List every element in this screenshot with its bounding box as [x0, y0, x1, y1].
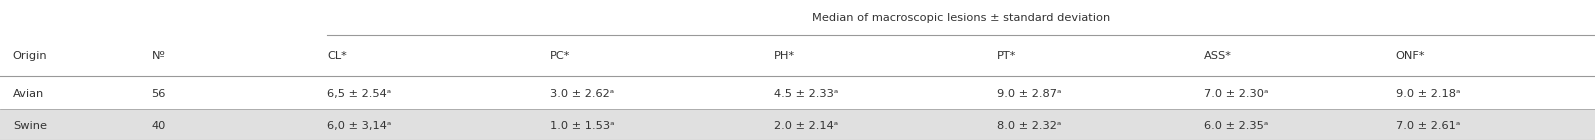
- Text: PT*: PT*: [997, 51, 1016, 61]
- Text: PC*: PC*: [550, 51, 571, 61]
- Text: ASS*: ASS*: [1204, 51, 1231, 61]
- Text: 40: 40: [152, 121, 166, 131]
- Text: Avian: Avian: [13, 89, 45, 99]
- Text: 8.0 ± 2.32ᵃ: 8.0 ± 2.32ᵃ: [997, 121, 1061, 131]
- Text: 3.0 ± 2.62ᵃ: 3.0 ± 2.62ᵃ: [550, 89, 614, 99]
- Text: 56: 56: [152, 89, 166, 99]
- Text: Swine: Swine: [13, 121, 46, 131]
- Text: 6,0 ± 3,14ᵃ: 6,0 ± 3,14ᵃ: [327, 121, 391, 131]
- Text: Nº: Nº: [152, 51, 166, 61]
- Text: 1.0 ± 1.53ᵃ: 1.0 ± 1.53ᵃ: [550, 121, 614, 131]
- Text: 6,5 ± 2.54ᵃ: 6,5 ± 2.54ᵃ: [327, 89, 391, 99]
- Text: 2.0 ± 2.14ᵃ: 2.0 ± 2.14ᵃ: [774, 121, 837, 131]
- Text: 9.0 ± 2.18ᵃ: 9.0 ± 2.18ᵃ: [1396, 89, 1459, 99]
- Text: PH*: PH*: [774, 51, 794, 61]
- Bar: [0, 109, 1595, 140]
- Text: 7.0 ± 2.30ᵃ: 7.0 ± 2.30ᵃ: [1204, 89, 1268, 99]
- Text: CL*: CL*: [327, 51, 346, 61]
- Text: 9.0 ± 2.87ᵃ: 9.0 ± 2.87ᵃ: [997, 89, 1061, 99]
- Text: Median of macroscopic lesions ± standard deviation: Median of macroscopic lesions ± standard…: [812, 13, 1110, 23]
- Text: Origin: Origin: [13, 51, 48, 61]
- Text: ONF*: ONF*: [1396, 51, 1424, 61]
- Text: 4.5 ± 2.33ᵃ: 4.5 ± 2.33ᵃ: [774, 89, 837, 99]
- Text: 7.0 ± 2.61ᵃ: 7.0 ± 2.61ᵃ: [1396, 121, 1459, 131]
- Text: 6.0 ± 2.35ᵃ: 6.0 ± 2.35ᵃ: [1204, 121, 1268, 131]
